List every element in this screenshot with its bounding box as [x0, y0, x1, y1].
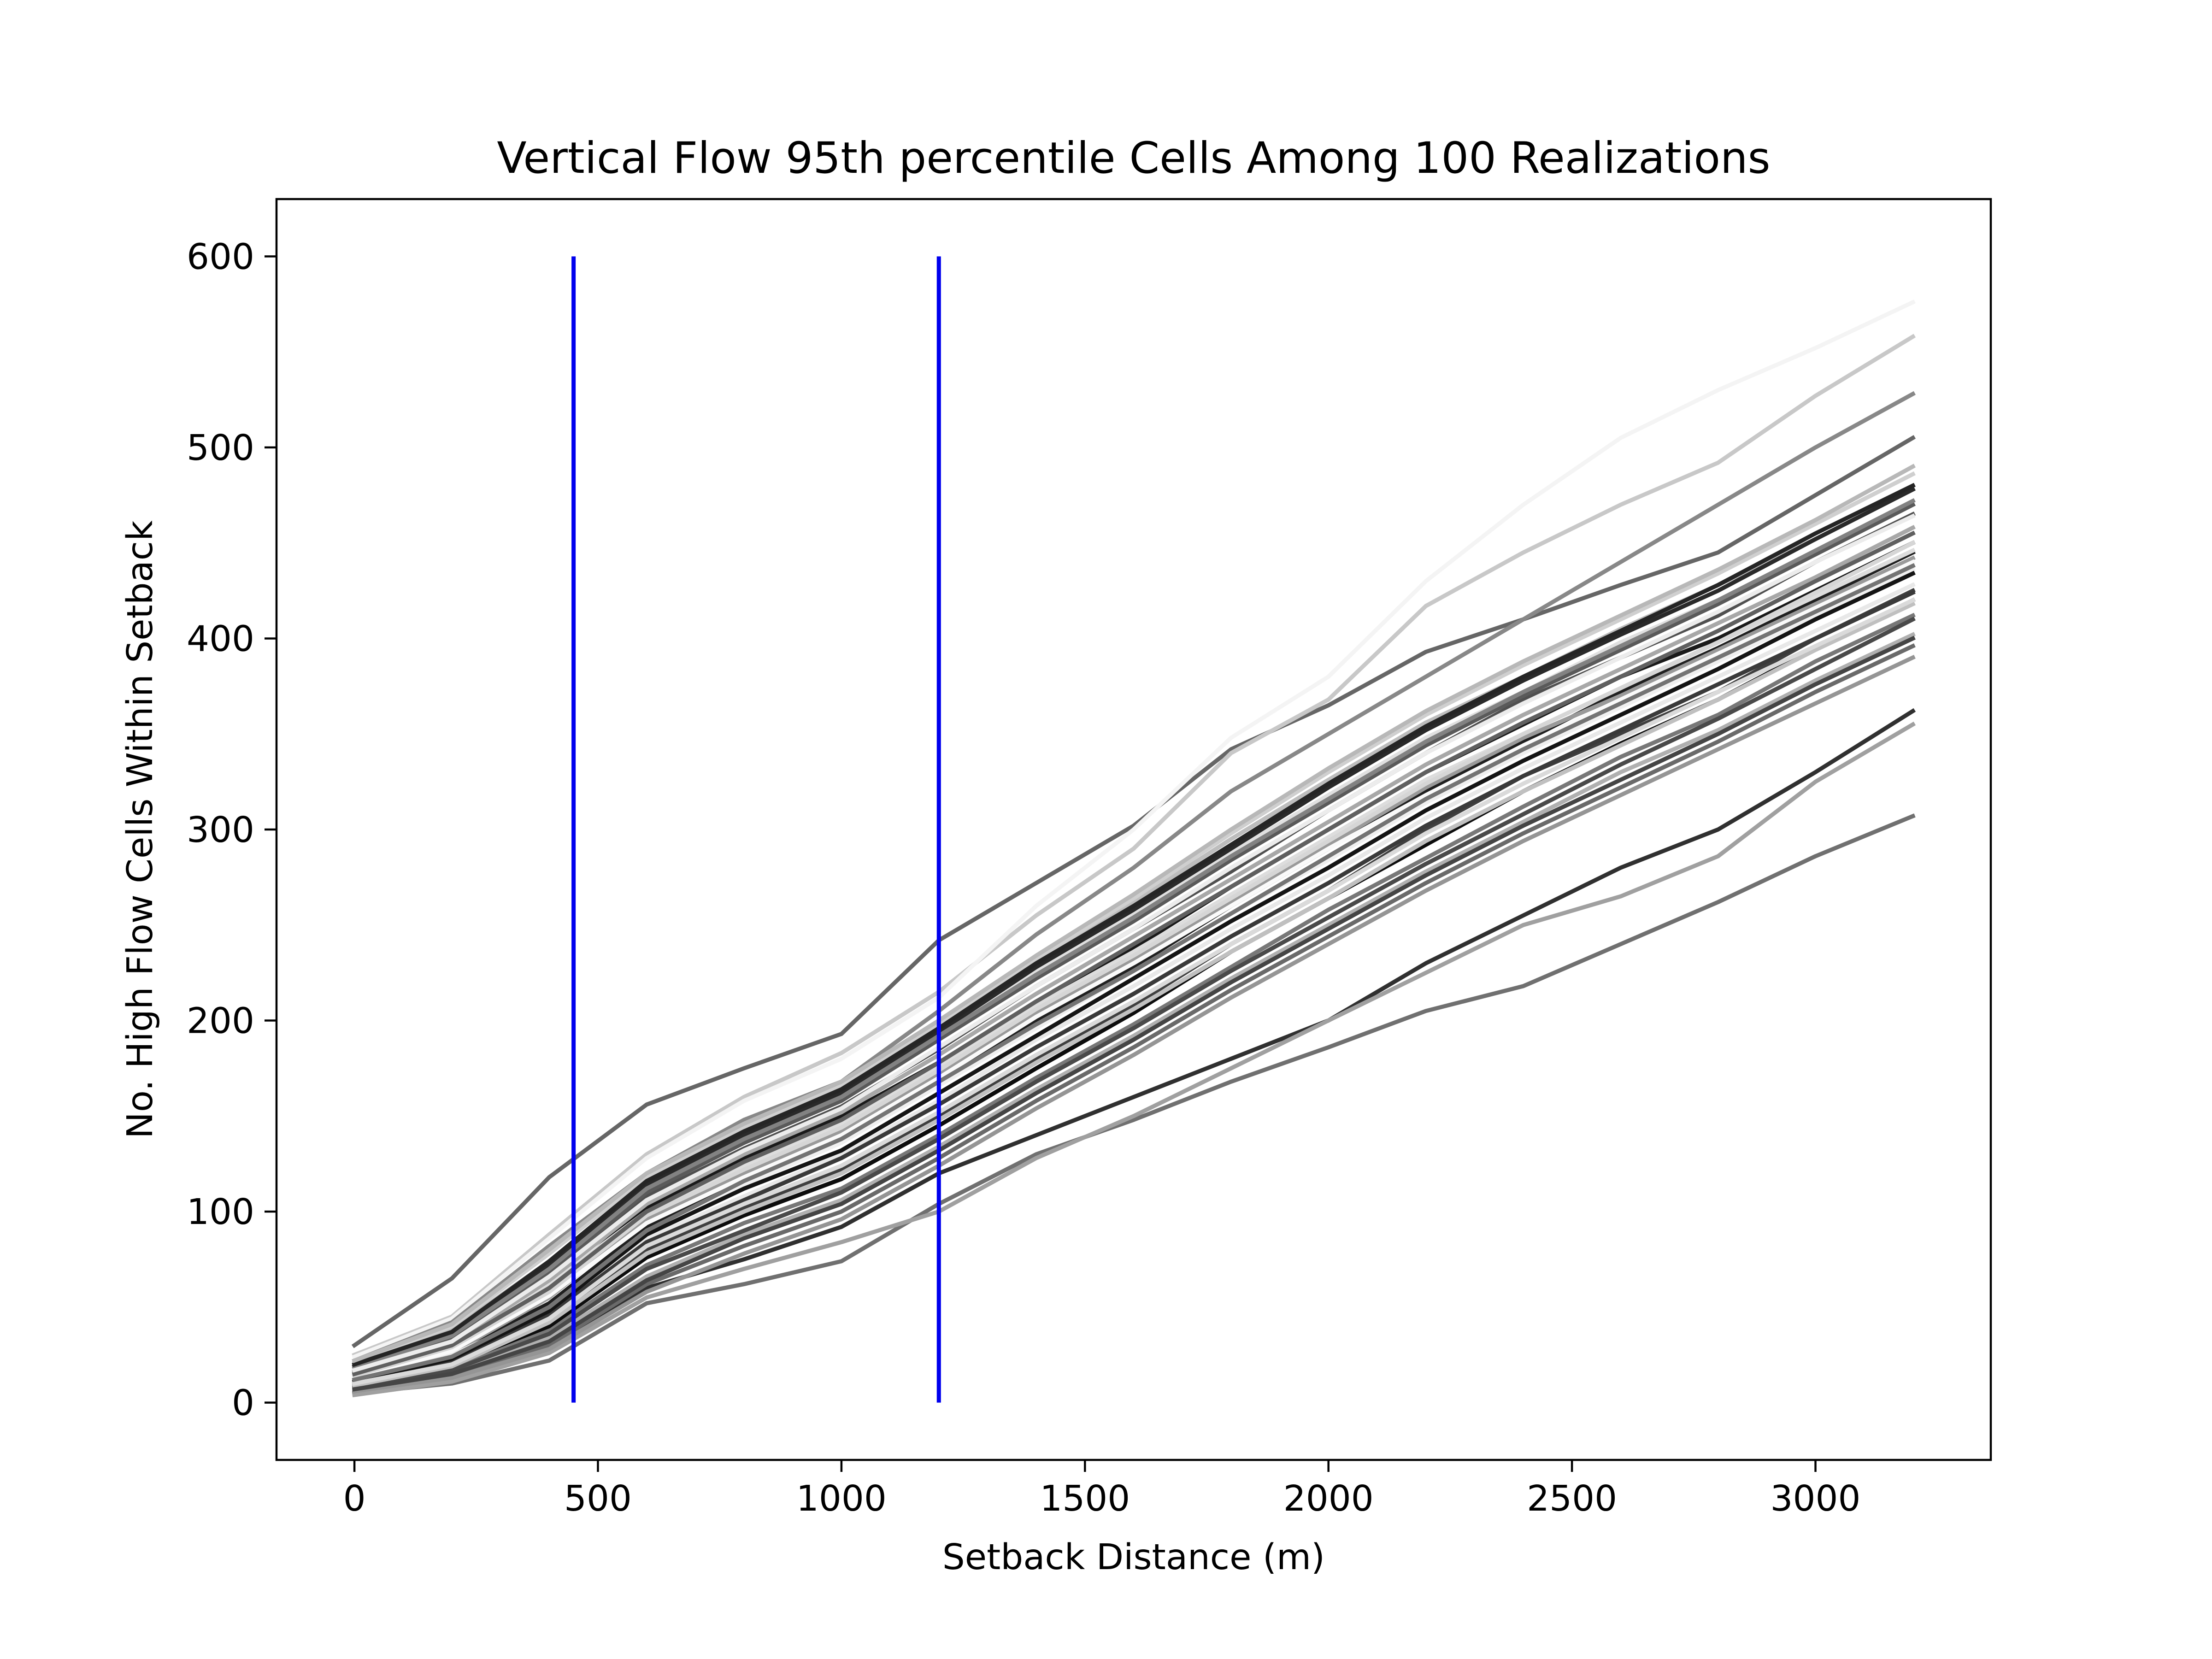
series-line-20 — [352, 632, 1916, 1392]
y-tick-label: 400 — [187, 618, 254, 659]
series-line-33 — [352, 530, 1916, 1377]
x-tick-label: 2500 — [1527, 1478, 1617, 1519]
series-layer — [351, 299, 1916, 1398]
series-line-29 — [352, 540, 1916, 1379]
series-line-7 — [352, 721, 1916, 1398]
chart-title: Vertical Flow 95th percentile Cells Amon… — [497, 133, 1770, 183]
series-line-26 — [352, 524, 1916, 1375]
series-line-27 — [352, 559, 1916, 1381]
series-line-36 — [352, 482, 1916, 1367]
y-ticks: 0 100 200 300 400 500 600 — [187, 236, 276, 1424]
series-line-30 — [352, 498, 1916, 1371]
y-tick-label: 100 — [187, 1192, 254, 1233]
y-tick-label: 0 — [232, 1383, 254, 1424]
series-line-31 — [352, 571, 1916, 1384]
series-line-24 — [352, 471, 1916, 1365]
y-tick-label: 600 — [187, 236, 254, 277]
y-axis-label: No. High Flow Cells Within Setback — [120, 520, 161, 1139]
series-line-14 — [352, 612, 1916, 1390]
series-line-34 — [352, 513, 1916, 1373]
series-line-37 — [352, 597, 1916, 1386]
x-axis-label: Setback Distance (m) — [942, 1537, 1325, 1578]
series-line-25 — [352, 590, 1916, 1386]
series-line-3 — [352, 299, 1916, 1359]
series-line-40 — [352, 635, 1916, 1392]
x-tick-label: 1000 — [796, 1478, 887, 1519]
x-tick-label: 3000 — [1771, 1478, 1861, 1519]
y-tick-label: 300 — [187, 810, 254, 851]
vertical-lines-layer — [571, 256, 941, 1403]
series-line-2 — [352, 334, 1916, 1358]
series-line-23 — [352, 643, 1916, 1394]
series-line-1 — [351, 435, 1916, 1348]
y-tick-label: 500 — [187, 428, 254, 469]
series-line-12 — [352, 549, 1916, 1382]
x-tick-label: 500 — [564, 1478, 632, 1519]
x-tick-label: 0 — [343, 1478, 366, 1519]
series-line-39 — [352, 464, 1916, 1364]
series-line-28 — [352, 616, 1916, 1390]
series-line-5 — [352, 813, 1916, 1395]
series-line-6 — [352, 708, 1916, 1395]
series-line-35 — [352, 654, 1916, 1394]
x-ticks: 0 500 1000 1500 2000 2500 3000 — [343, 1460, 1861, 1519]
series-line-19 — [352, 502, 1916, 1373]
y-tick-label: 200 — [187, 1001, 254, 1042]
series-line-38 — [352, 563, 1916, 1382]
x-tick-label: 2000 — [1283, 1478, 1374, 1519]
x-tick-label: 1500 — [1040, 1478, 1130, 1519]
series-line-21 — [352, 487, 1916, 1369]
series-line-32 — [352, 601, 1916, 1388]
